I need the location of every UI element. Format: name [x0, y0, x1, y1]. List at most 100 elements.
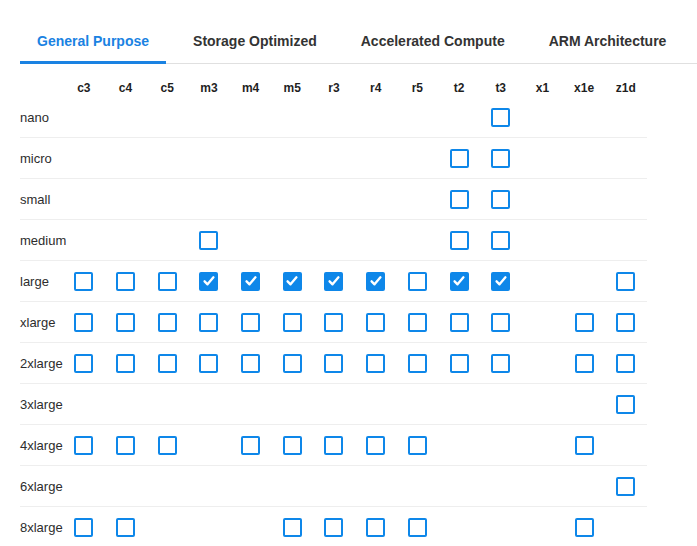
size-row-large: large [20, 261, 647, 302]
checkbox-x1e-xlarge[interactable] [575, 313, 594, 332]
column-header-c3: c3 [63, 81, 105, 97]
cell-m3-xlarge [188, 313, 230, 332]
row-label-4xlarge: 4xlarge [20, 438, 63, 453]
checkbox-r4-xlarge[interactable] [366, 313, 385, 332]
checkbox-m5-2xlarge[interactable] [283, 354, 302, 373]
checkbox-m3-2xlarge[interactable] [199, 354, 218, 373]
checkbox-t3-micro[interactable] [491, 149, 510, 168]
checkbox-r5-large[interactable] [408, 272, 427, 291]
checkbox-t3-2xlarge[interactable] [491, 354, 510, 373]
checkbox-z1d-large[interactable] [616, 272, 635, 291]
checkbox-c5-2xlarge[interactable] [158, 354, 177, 373]
checkbox-r3-large[interactable] [324, 272, 343, 291]
checkbox-t2-large[interactable] [450, 272, 469, 291]
checkbox-c5-large[interactable] [158, 272, 177, 291]
cell-m4-xlarge [230, 313, 272, 332]
checkbox-c3-xlarge[interactable] [74, 313, 93, 332]
checkbox-m3-medium[interactable] [199, 231, 218, 250]
size-row-micro: micro [20, 138, 647, 179]
column-header-r4: r4 [355, 81, 397, 97]
column-header-x1: x1 [522, 81, 564, 97]
checkbox-t3-small[interactable] [491, 190, 510, 209]
tab-arm-architecture[interactable]: ARM Architecture [532, 25, 684, 64]
cell-r5-2xlarge [397, 354, 439, 373]
checkbox-t2-small[interactable] [450, 190, 469, 209]
checkbox-m5-4xlarge[interactable] [283, 436, 302, 455]
checkbox-r4-large[interactable] [366, 272, 385, 291]
checkbox-r3-4xlarge[interactable] [324, 436, 343, 455]
checkbox-r4-2xlarge[interactable] [366, 354, 385, 373]
checkbox-c5-xlarge[interactable] [158, 313, 177, 332]
cell-c4-4xlarge [105, 436, 147, 455]
checkbox-m3-large[interactable] [199, 272, 218, 291]
checkbox-t3-large[interactable] [491, 272, 510, 291]
checkbox-r3-8xlarge[interactable] [324, 518, 343, 537]
cell-r4-xlarge [355, 313, 397, 332]
cell-c3-large [63, 272, 105, 291]
checkbox-m5-8xlarge[interactable] [283, 518, 302, 537]
tab-storage-optimized[interactable]: Storage Optimized [176, 25, 334, 64]
checkbox-m5-large[interactable] [283, 272, 302, 291]
checkbox-x1e-2xlarge[interactable] [575, 354, 594, 373]
checkbox-t2-xlarge[interactable] [450, 313, 469, 332]
checkbox-z1d-xlarge[interactable] [616, 313, 635, 332]
checkbox-x1e-4xlarge[interactable] [575, 436, 594, 455]
checkbox-c4-large[interactable] [116, 272, 135, 291]
cell-m3-large [188, 272, 230, 291]
checkbox-t3-nano[interactable] [491, 108, 510, 127]
checkbox-m4-2xlarge[interactable] [241, 354, 260, 373]
size-row-nano: nano [20, 97, 647, 138]
checkbox-t3-medium[interactable] [491, 231, 510, 250]
checkbox-c4-4xlarge[interactable] [116, 436, 135, 455]
cell-r3-8xlarge [313, 518, 355, 537]
size-row-small: small [20, 179, 647, 220]
checkbox-r4-4xlarge[interactable] [366, 436, 385, 455]
checkbox-m4-4xlarge[interactable] [241, 436, 260, 455]
cell-c4-2xlarge [105, 354, 147, 373]
column-header-row: c3c4c5m3m4m5r3r4r5t2t3x1x1ez1d [20, 64, 647, 97]
checkbox-c5-4xlarge[interactable] [158, 436, 177, 455]
tab-accelerated-compute[interactable]: Accelerated Compute [344, 25, 522, 64]
checkbox-c4-8xlarge[interactable] [116, 518, 135, 537]
cell-m5-xlarge [271, 313, 313, 332]
cell-t3-2xlarge [480, 354, 522, 373]
tab-general-purpose[interactable]: General Purpose [20, 25, 166, 64]
checkbox-c4-2xlarge[interactable] [116, 354, 135, 373]
cell-m4-2xlarge [230, 354, 272, 373]
checkbox-m4-large[interactable] [241, 272, 260, 291]
checkbox-c3-2xlarge[interactable] [74, 354, 93, 373]
size-row-4xlarge: 4xlarge [20, 425, 647, 466]
checkbox-c3-4xlarge[interactable] [74, 436, 93, 455]
checkbox-x1e-8xlarge[interactable] [575, 518, 594, 537]
cell-t3-medium [480, 231, 522, 250]
cell-t2-2xlarge [438, 354, 480, 373]
instance-type-selector: General Purpose Storage Optimized Accelera… [0, 25, 697, 546]
checkbox-r4-8xlarge[interactable] [366, 518, 385, 537]
checkbox-m3-xlarge[interactable] [199, 313, 218, 332]
checkbox-t2-2xlarge[interactable] [450, 354, 469, 373]
checkbox-m5-xlarge[interactable] [283, 313, 302, 332]
checkbox-m4-xlarge[interactable] [241, 313, 260, 332]
checkbox-r5-8xlarge[interactable] [408, 518, 427, 537]
checkbox-r3-2xlarge[interactable] [324, 354, 343, 373]
row-label-2xlarge: 2xlarge [20, 356, 63, 371]
checkbox-z1d-6xlarge[interactable] [616, 477, 635, 496]
checkbox-z1d-2xlarge[interactable] [616, 354, 635, 373]
checkbox-t2-micro[interactable] [450, 149, 469, 168]
row-label-large: large [20, 274, 63, 289]
checkbox-t3-xlarge[interactable] [491, 313, 510, 332]
checkbox-c4-xlarge[interactable] [116, 313, 135, 332]
row-label-6xlarge: 6xlarge [20, 479, 63, 494]
checkbox-r3-xlarge[interactable] [324, 313, 343, 332]
checkbox-t2-medium[interactable] [450, 231, 469, 250]
cell-c4-8xlarge [105, 518, 147, 537]
checkbox-r5-2xlarge[interactable] [408, 354, 427, 373]
checkbox-r5-4xlarge[interactable] [408, 436, 427, 455]
column-header-m3: m3 [188, 81, 230, 97]
checkbox-c3-large[interactable] [74, 272, 93, 291]
checkbox-z1d-3xlarge[interactable] [616, 395, 635, 414]
checkbox-c3-8xlarge[interactable] [74, 518, 93, 537]
column-header-m4: m4 [230, 81, 272, 97]
checkbox-r5-xlarge[interactable] [408, 313, 427, 332]
size-row-medium: medium [20, 220, 647, 261]
